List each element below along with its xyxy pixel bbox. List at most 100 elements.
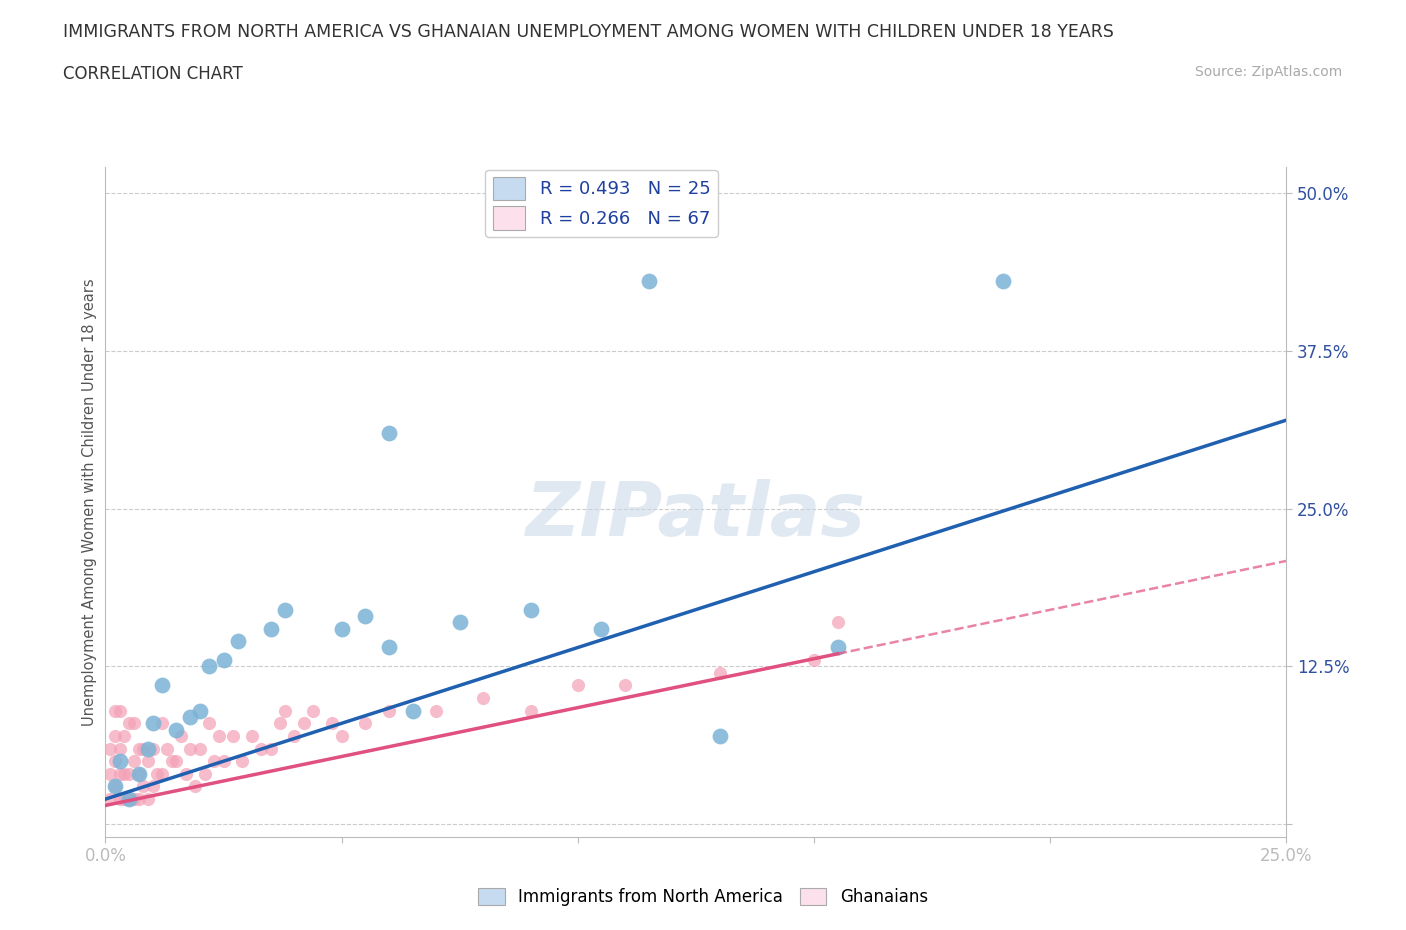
Point bbox=[274, 602, 297, 617]
Text: ZIPatlas: ZIPatlas bbox=[526, 479, 866, 552]
Point bbox=[156, 741, 179, 756]
Point bbox=[231, 753, 253, 768]
Point bbox=[112, 766, 135, 781]
Point bbox=[567, 678, 589, 693]
Point bbox=[104, 703, 127, 718]
Point bbox=[122, 753, 145, 768]
Text: Source: ZipAtlas.com: Source: ZipAtlas.com bbox=[1195, 65, 1343, 79]
Point bbox=[160, 753, 183, 768]
Point bbox=[98, 741, 121, 756]
Point bbox=[118, 716, 141, 731]
Point bbox=[354, 608, 377, 623]
Point bbox=[128, 741, 150, 756]
Point bbox=[378, 425, 401, 440]
Point bbox=[208, 728, 231, 743]
Point bbox=[108, 791, 131, 806]
Point bbox=[98, 766, 121, 781]
Point bbox=[519, 703, 541, 718]
Text: CORRELATION CHART: CORRELATION CHART bbox=[63, 65, 243, 83]
Point bbox=[519, 602, 541, 617]
Point bbox=[104, 779, 127, 794]
Point bbox=[194, 766, 217, 781]
Point bbox=[98, 791, 121, 806]
Point bbox=[108, 703, 131, 718]
Point bbox=[108, 741, 131, 756]
Point bbox=[142, 716, 165, 731]
Point bbox=[150, 766, 173, 781]
Point bbox=[118, 791, 141, 806]
Y-axis label: Unemployment Among Women with Children Under 18 years: Unemployment Among Women with Children U… bbox=[82, 278, 97, 726]
Point bbox=[449, 615, 471, 630]
Point bbox=[104, 728, 127, 743]
Point bbox=[108, 753, 131, 768]
Point bbox=[212, 753, 235, 768]
Point bbox=[709, 728, 731, 743]
Point bbox=[188, 741, 211, 756]
Point bbox=[128, 766, 150, 781]
Point bbox=[827, 615, 849, 630]
Point bbox=[128, 766, 150, 781]
Point bbox=[202, 753, 225, 768]
Point bbox=[136, 753, 159, 768]
Point bbox=[132, 779, 155, 794]
Point bbox=[118, 791, 141, 806]
Point bbox=[198, 716, 221, 731]
Point bbox=[401, 703, 423, 718]
Point bbox=[283, 728, 305, 743]
Point bbox=[260, 741, 283, 756]
Point bbox=[425, 703, 447, 718]
Point bbox=[354, 716, 377, 731]
Point bbox=[136, 741, 159, 756]
Point bbox=[274, 703, 297, 718]
Point bbox=[112, 791, 135, 806]
Point bbox=[803, 653, 825, 668]
Point bbox=[128, 791, 150, 806]
Point bbox=[198, 659, 221, 674]
Point bbox=[136, 791, 159, 806]
Point bbox=[212, 653, 235, 668]
Point bbox=[150, 716, 173, 731]
Point bbox=[637, 273, 659, 288]
Point bbox=[250, 741, 273, 756]
Point bbox=[292, 716, 315, 731]
Point bbox=[226, 633, 249, 648]
Point bbox=[150, 678, 173, 693]
Point bbox=[378, 640, 401, 655]
Point bbox=[174, 766, 197, 781]
Point bbox=[378, 703, 401, 718]
Point bbox=[330, 621, 353, 636]
Point bbox=[991, 273, 1014, 288]
Point bbox=[165, 753, 187, 768]
Legend: R = 0.493   N = 25, R = 0.266   N = 67: R = 0.493 N = 25, R = 0.266 N = 67 bbox=[485, 170, 717, 237]
Legend: Immigrants from North America, Ghanaians: Immigrants from North America, Ghanaians bbox=[471, 881, 935, 912]
Point bbox=[142, 741, 165, 756]
Point bbox=[108, 766, 131, 781]
Point bbox=[179, 741, 201, 756]
Point bbox=[122, 716, 145, 731]
Point bbox=[132, 741, 155, 756]
Point bbox=[302, 703, 325, 718]
Point bbox=[260, 621, 283, 636]
Point bbox=[472, 691, 495, 706]
Point bbox=[104, 753, 127, 768]
Point bbox=[269, 716, 291, 731]
Point bbox=[165, 723, 187, 737]
Point bbox=[179, 710, 201, 724]
Point bbox=[170, 728, 193, 743]
Point bbox=[122, 791, 145, 806]
Point bbox=[118, 766, 141, 781]
Point bbox=[222, 728, 245, 743]
Point bbox=[112, 728, 135, 743]
Point bbox=[330, 728, 353, 743]
Point bbox=[321, 716, 343, 731]
Point bbox=[188, 703, 211, 718]
Point bbox=[827, 640, 849, 655]
Point bbox=[184, 779, 207, 794]
Point bbox=[614, 678, 637, 693]
Text: IMMIGRANTS FROM NORTH AMERICA VS GHANAIAN UNEMPLOYMENT AMONG WOMEN WITH CHILDREN: IMMIGRANTS FROM NORTH AMERICA VS GHANAIA… bbox=[63, 23, 1114, 41]
Point bbox=[104, 779, 127, 794]
Point bbox=[142, 779, 165, 794]
Point bbox=[591, 621, 613, 636]
Point bbox=[146, 766, 169, 781]
Point bbox=[240, 728, 263, 743]
